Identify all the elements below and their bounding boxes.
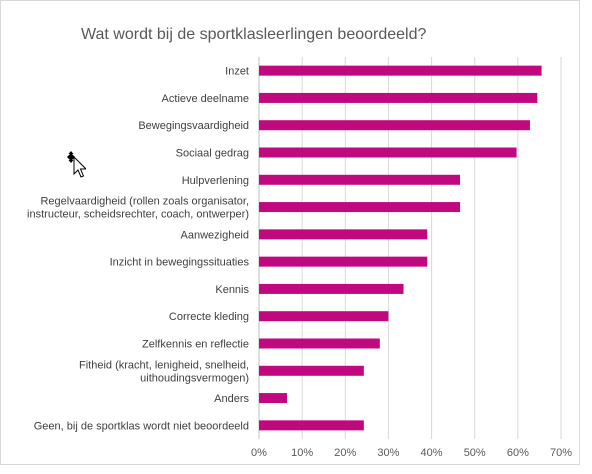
category-label-line: Inzicht in bewegingssituaties	[110, 257, 250, 269]
category-label-line: Sociaal gedrag	[176, 148, 249, 160]
category-label-line: Geen, bij de sportklas wordt niet beoord…	[34, 420, 249, 432]
category-label: Kennis	[215, 284, 249, 296]
category-label-line: Correcte kleding	[169, 311, 249, 323]
category-label-line: Zelfkennis en reflectie	[142, 339, 249, 351]
category-label: Fitheid (kracht, lenigheid, snelheid, uit…	[79, 359, 249, 384]
bar	[259, 311, 389, 322]
bar	[259, 202, 461, 213]
category-label: Sociaal gedrag	[176, 148, 249, 160]
category-label: Inzet	[225, 66, 249, 78]
category-label-line: Actieve deelname	[162, 93, 249, 105]
bar	[259, 338, 380, 349]
gridlines	[258, 57, 562, 439]
chart-frame: Wat wordt bij de sportklasleerlingen beo…	[0, 0, 580, 465]
bar	[259, 256, 428, 267]
category-label: Anders	[214, 393, 249, 405]
category-label: Bewegingsvaardigheid	[138, 120, 249, 132]
category-label-line: Inzet	[225, 66, 249, 78]
category-label: Actieve deelname	[162, 93, 249, 105]
bars	[259, 65, 542, 431]
bar	[259, 92, 538, 103]
x-tick-label: 70%	[550, 447, 572, 459]
chart-title: Wat wordt bij de sportklasleerlingen beo…	[81, 26, 426, 43]
category-label: Correcte kleding	[169, 311, 249, 323]
category-label-line: Kennis	[215, 284, 249, 296]
x-tick-label: 10%	[291, 447, 313, 459]
category-label: Hulpverlening	[182, 175, 249, 187]
category-label-line: Regelvaardigheid (rollen zoals organisat…	[40, 196, 249, 208]
x-tick-label: 60%	[507, 447, 529, 459]
x-tick-label: 30%	[377, 447, 399, 459]
bar	[259, 393, 288, 404]
category-label: Aanwezigheid	[181, 229, 250, 241]
category-label: Zelfkennis en reflectie	[142, 339, 249, 351]
category-label-line: instructeur, scheidsrechter, coach, ontw…	[27, 209, 249, 221]
category-label: Regelvaardigheid (rollen zoals organisat…	[27, 196, 249, 221]
x-tick-label: 0%	[251, 447, 267, 459]
move-cursor-icon	[67, 151, 86, 178]
x-tick-label: 40%	[421, 447, 443, 459]
category-label-line: Anders	[214, 393, 249, 405]
x-tick-label: 20%	[334, 447, 356, 459]
category-label-line: Fitheid (kracht, lenigheid, snelheid,	[79, 359, 249, 371]
bar	[259, 147, 517, 158]
bar	[259, 65, 542, 76]
chart: Wat wordt bij de sportklasleerlingen beo…	[27, 26, 572, 459]
category-label-line: Aanwezigheid	[181, 229, 250, 241]
bar	[259, 420, 364, 431]
category-label-line: Bewegingsvaardigheid	[138, 120, 249, 132]
category-label-line: uithoudingsvermogen)	[140, 372, 249, 384]
category-label: Geen, bij de sportklas wordt niet beoord…	[34, 420, 249, 432]
bar	[259, 229, 428, 240]
category-label: Inzicht in bewegingssituaties	[110, 257, 250, 269]
bar	[259, 120, 530, 131]
x-tick-labels: 0% 10% 20% 30% 40% 50% 60% 70%	[251, 447, 572, 459]
category-label-line: Hulpverlening	[182, 175, 249, 187]
category-labels: Inzet Actieve deelname Bewegingsvaardighei…	[27, 66, 249, 433]
bar	[259, 365, 364, 376]
bar	[259, 283, 404, 294]
bar	[259, 174, 461, 185]
x-tick-label: 50%	[464, 447, 486, 459]
